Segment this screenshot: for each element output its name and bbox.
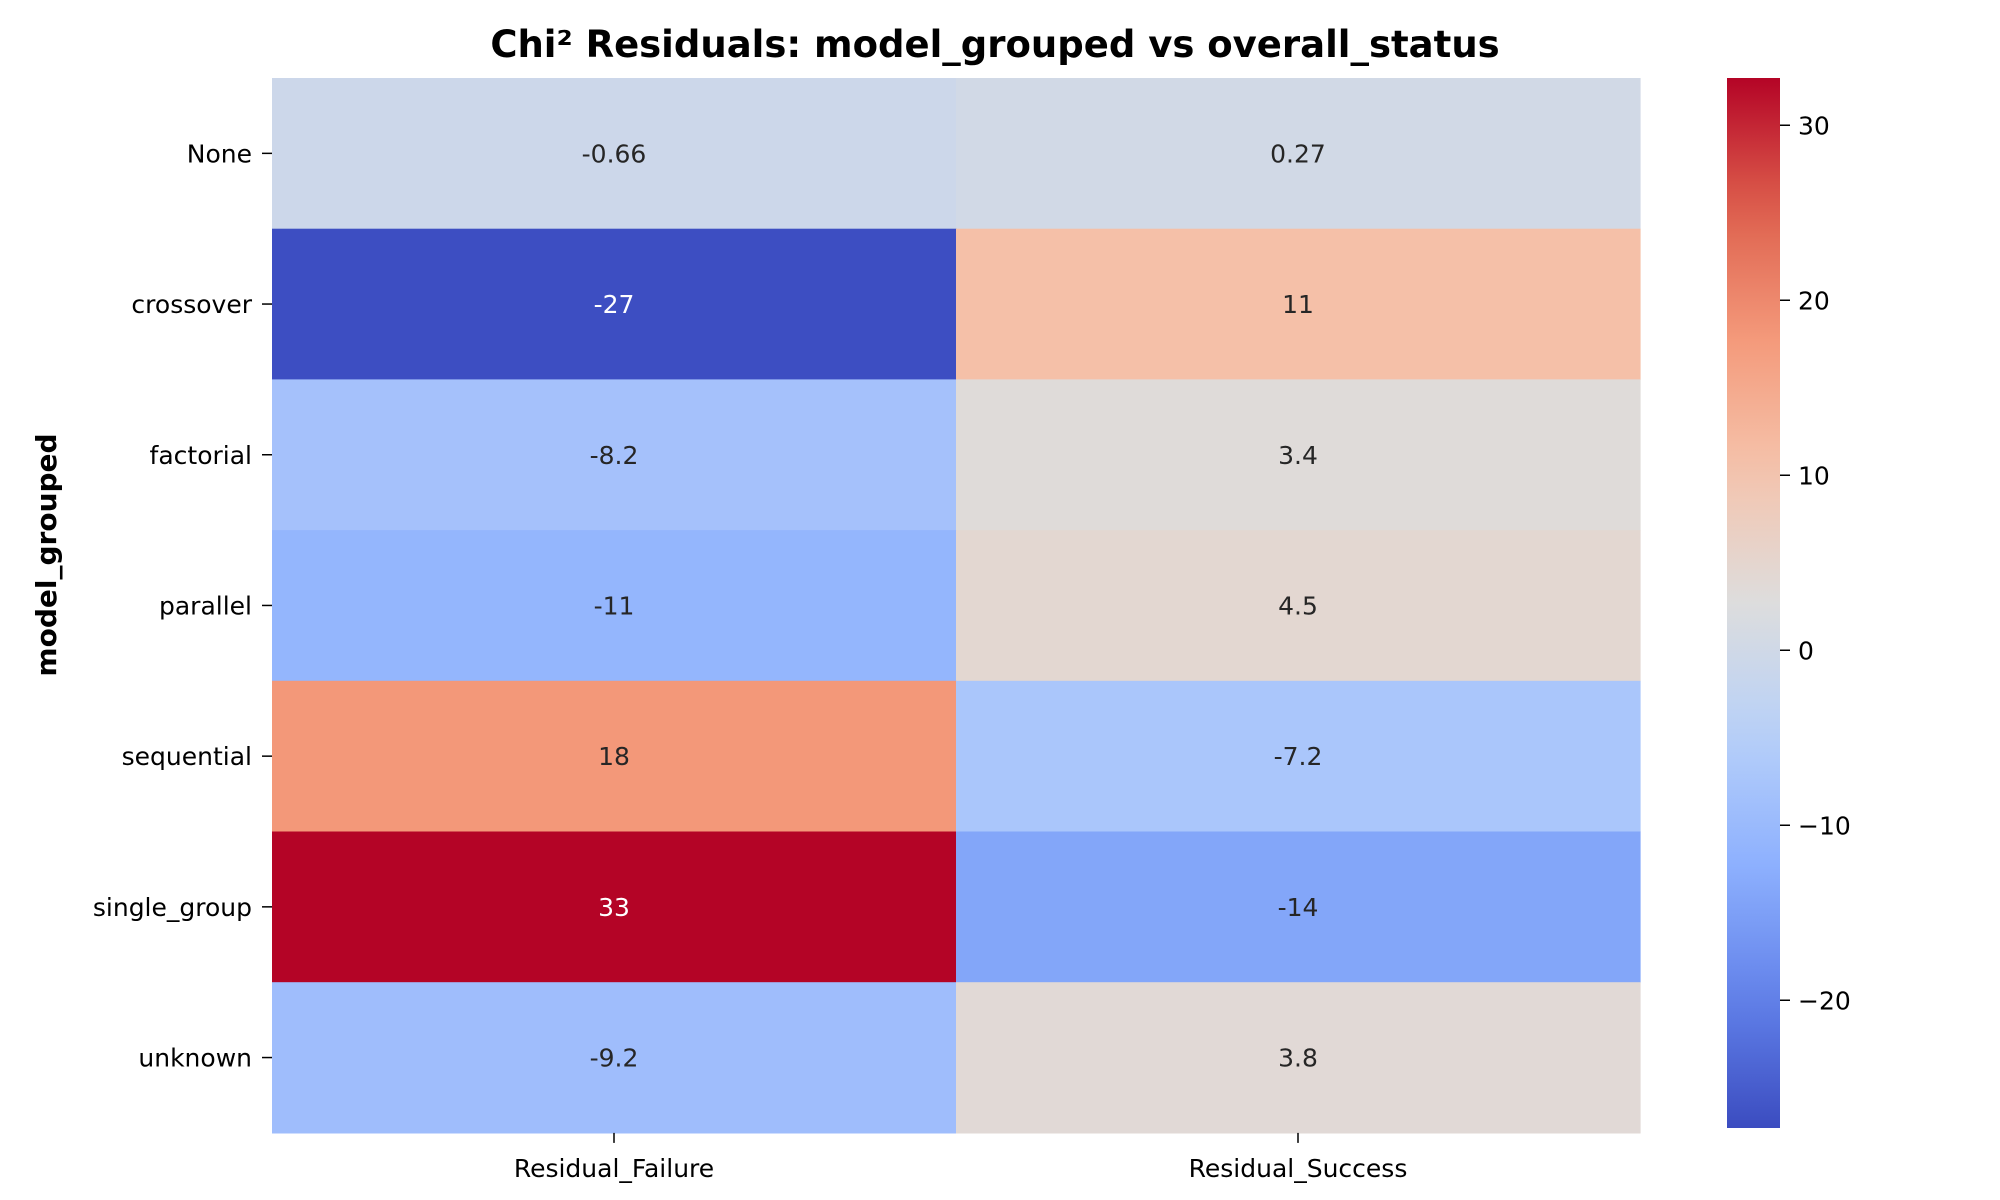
heatmap-cells: -0.66 0.27 -27 11 -8.2 3.4 -11 4.5 18 -7.2 33 -14 -9…: [272, 78, 1641, 1134]
column-labels: Residual_Failure Residual_Success: [514, 1132, 1408, 1183]
row-label: single_group: [93, 893, 252, 922]
cell-value-label: 4.5: [1278, 591, 1318, 620]
heatmap-cell: [272, 831, 957, 983]
cell-value-label: 33: [598, 893, 630, 922]
cell-value-label: -8.2: [590, 441, 639, 470]
row-label: crossover: [131, 290, 252, 319]
cell-value-label: 11: [1282, 290, 1314, 319]
heatmap-cell: [272, 379, 957, 531]
row-label: unknown: [138, 1044, 252, 1073]
row-labels: None crossover factorial parallel sequential…: [93, 139, 272, 1073]
colorbar-ticks: 30 20 10 0 −10 −20: [1780, 111, 1851, 1015]
heatmap-cell: [956, 831, 1641, 983]
heatmap-cell: [272, 228, 957, 380]
heatmap-cell: [272, 78, 957, 230]
cell-value-label: -27: [594, 290, 635, 319]
colorbar-tick-label: −20: [1798, 986, 1851, 1015]
heatmap-cell: [272, 530, 957, 682]
row-label: sequential: [122, 742, 252, 771]
heatmap-cell: [956, 379, 1641, 531]
cell-value-label: 3.4: [1278, 441, 1318, 470]
cell-value-label: -11: [594, 591, 635, 620]
column-label: Residual_Success: [1189, 1154, 1408, 1183]
column-label: Residual_Failure: [514, 1154, 714, 1183]
colorbar-tick-label: 0: [1798, 636, 1814, 665]
colorbar-tick-label: 20: [1798, 286, 1830, 315]
colorbar-tick-label: 30: [1798, 111, 1830, 140]
heatmap-cell: [956, 982, 1641, 1134]
cell-value-label: 3.8: [1278, 1044, 1318, 1073]
cell-value-label: -7.2: [1274, 742, 1323, 771]
row-label: None: [187, 139, 252, 168]
heatmap-cell: [956, 530, 1641, 682]
heatmap-cell: [956, 78, 1641, 230]
chart-title: Chi² Residuals: model_grouped vs overall…: [490, 23, 1499, 66]
y-axis-label: model_grouped: [30, 433, 63, 676]
colorbar: [1727, 78, 1780, 1128]
heatmap-cell: [956, 680, 1641, 833]
cell-value-label: -14: [1278, 893, 1319, 922]
heatmap-cell: [272, 982, 957, 1134]
cell-value-label: 0.27: [1270, 139, 1326, 168]
heatmap-cell: [272, 680, 957, 833]
row-label: parallel: [159, 591, 252, 620]
heatmap-cell: [956, 228, 1641, 380]
cell-value-label: -0.66: [582, 139, 647, 168]
cell-value-label: 18: [598, 742, 630, 771]
colorbar-tick-label: −10: [1798, 811, 1851, 840]
row-label: factorial: [150, 441, 252, 470]
colorbar-tick-label: 10: [1798, 461, 1830, 490]
cell-value-label: -9.2: [590, 1044, 639, 1073]
